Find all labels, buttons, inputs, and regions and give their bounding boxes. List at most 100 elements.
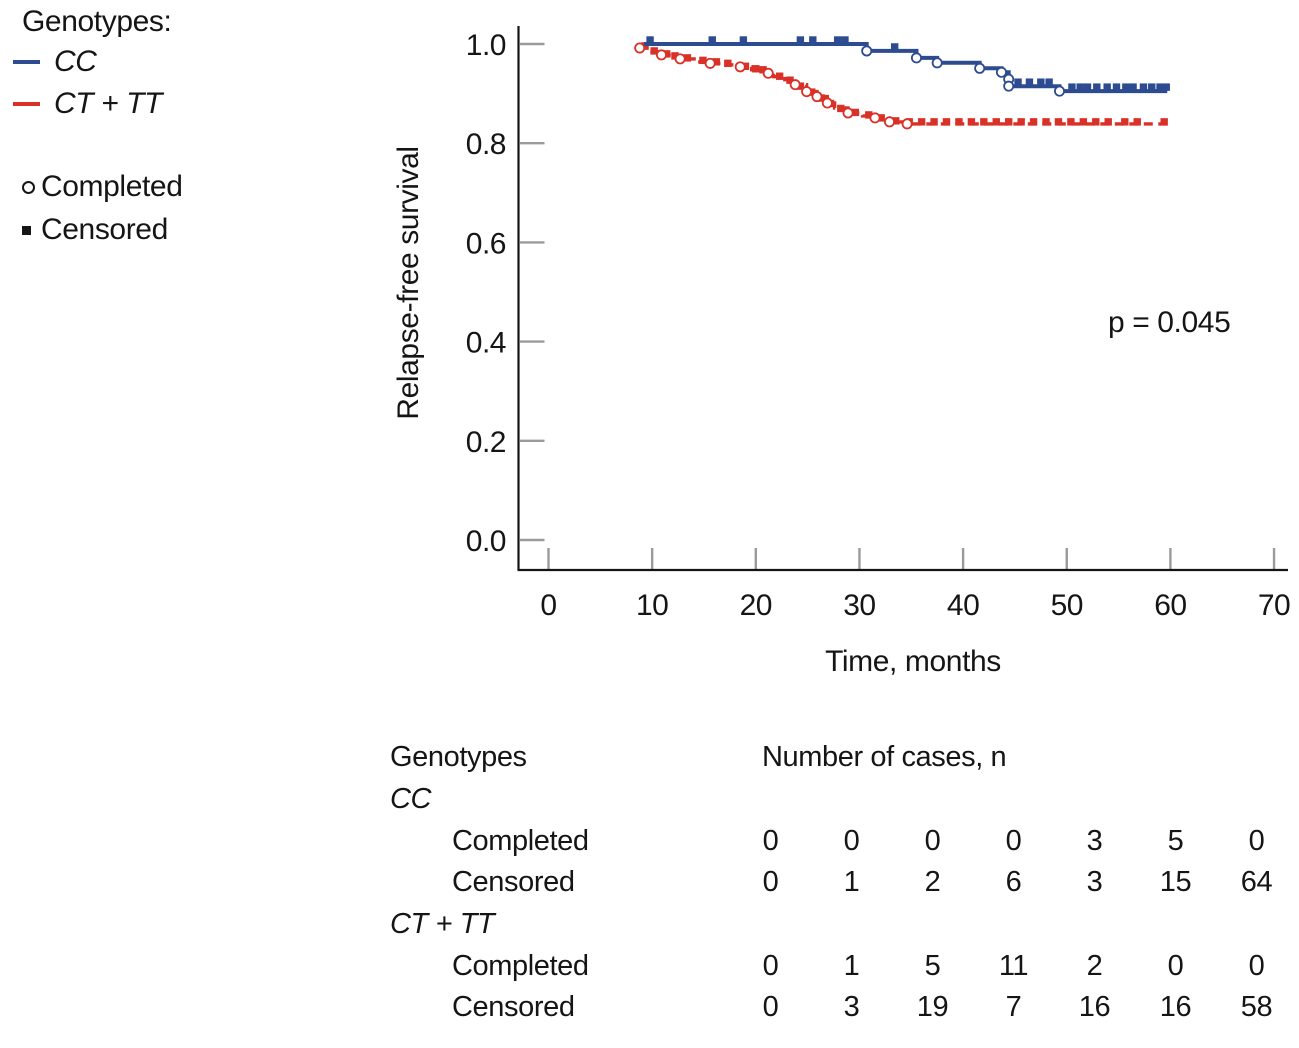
- cell: 1: [843, 949, 860, 982]
- censored-square-icon: [22, 225, 31, 235]
- ct-tt-censored-marker: [1133, 118, 1141, 126]
- ct-tt-completed-marker: [789, 79, 801, 91]
- ct-tt-completed-marker: [842, 107, 854, 119]
- table-row: Censored 0 1 2 6 3 15 64: [390, 862, 1290, 904]
- x-tick-label: 0: [540, 589, 556, 622]
- cell: 0: [1167, 949, 1184, 982]
- cc-censored-marker: [841, 36, 849, 44]
- cc-censored-marker: [1025, 78, 1034, 86]
- y-tick-label: 0.6: [466, 227, 506, 260]
- cell: 3: [1086, 824, 1103, 857]
- ct-tt-censored-marker: [712, 58, 721, 66]
- ct-tt-censored-marker: [650, 47, 658, 55]
- ct-tt-completed-marker: [821, 97, 833, 109]
- ct-tt-censored-marker: [724, 59, 732, 68]
- cc-censored-marker: [1045, 78, 1053, 86]
- y-tick-label: 1.0: [466, 29, 506, 62]
- ct-tt-completed-marker: [811, 91, 823, 103]
- cc-censored-marker: [1156, 83, 1164, 91]
- cell: 1: [843, 866, 860, 899]
- cell: 0: [762, 866, 779, 899]
- row-label: Completed: [452, 824, 589, 857]
- x-axis-title: Time, months: [825, 645, 1001, 678]
- y-tick-label: 0.8: [466, 128, 506, 161]
- legend-item-completed: Completed: [0, 170, 183, 204]
- table-row: Completed 0 1 5 11 2 0 0: [390, 945, 1290, 987]
- ct-tt-completed-marker: [674, 53, 686, 65]
- cc-censored-marker: [1148, 83, 1156, 91]
- ct-tt-censored-marker: [851, 108, 860, 117]
- x-tick-label: 60: [1154, 589, 1186, 622]
- cell: 0: [762, 991, 779, 1024]
- ct-tt-censored-marker: [1160, 118, 1168, 126]
- ct-tt-completed-marker: [734, 61, 746, 73]
- ct-tt-censored-marker: [1067, 118, 1075, 126]
- cc-censored-marker: [1068, 83, 1076, 91]
- ct-tt-censored-marker: [980, 118, 988, 126]
- cell: 5: [1167, 824, 1184, 857]
- group-label-cc: CC: [390, 783, 432, 816]
- cc-completed-marker: [861, 45, 873, 57]
- cc-completed-marker: [974, 62, 986, 74]
- legend-label-censored: Censored: [41, 213, 168, 246]
- x-tick-label: 70: [1258, 589, 1290, 622]
- y-tick-label: 0.4: [466, 327, 506, 360]
- ct-tt-censored-marker: [671, 52, 679, 60]
- cc-censored-marker: [796, 36, 805, 44]
- ct-tt-censored-marker: [877, 114, 885, 122]
- cell: 3: [1086, 866, 1103, 899]
- cell: 7: [1005, 991, 1022, 1024]
- table-row: Completed 0 0 0 0 3 5 0: [390, 820, 1290, 862]
- cell: 19: [916, 991, 949, 1024]
- cc-censored-marker: [1076, 83, 1084, 91]
- cc-censored-marker: [1093, 83, 1101, 91]
- cc-censored-marker: [833, 36, 842, 44]
- table-header-genotypes: Genotypes: [390, 741, 527, 774]
- ct-tt-censored-marker: [683, 54, 692, 62]
- x-tick-label: 50: [1051, 589, 1083, 622]
- ct-tt-censored-marker: [1017, 118, 1025, 126]
- table-row: Censored 0 3 19 7 16 16 58: [390, 987, 1290, 1029]
- ct-tt-censored-marker: [752, 65, 760, 73]
- cell: 58: [1240, 991, 1273, 1024]
- ct-tt-censored-marker: [992, 118, 1000, 126]
- ct-tt-completed-marker: [801, 86, 813, 98]
- cc-completed-marker: [931, 57, 943, 69]
- ct-tt-censored-marker: [759, 66, 767, 74]
- cc-censored-marker: [1014, 78, 1022, 86]
- completed-circle-icon: [22, 180, 35, 194]
- cell: 0: [924, 824, 941, 857]
- cc-completed-marker: [910, 52, 922, 64]
- ct-tt-censored-marker: [1042, 118, 1050, 126]
- legend-label-ct-tt: CT + TT: [54, 87, 163, 120]
- ct-tt-censored-marker: [930, 118, 938, 126]
- ct-tt-censored-marker: [865, 111, 873, 119]
- legend-label-cc: CC: [54, 45, 97, 78]
- cc-completed-marker: [1003, 80, 1015, 92]
- cc-completed-marker: [995, 66, 1007, 78]
- cc-censored-marker: [1139, 83, 1148, 91]
- row-label: Censored: [452, 991, 575, 1024]
- table-group-row-ct-tt: CT + TT: [390, 904, 1290, 946]
- y-tick-label: 0.2: [466, 426, 506, 459]
- cell: 16: [1159, 991, 1192, 1024]
- cc-censored-marker: [1083, 83, 1092, 91]
- legend-title: Genotypes:: [22, 5, 172, 38]
- x-tick-label: 40: [947, 589, 979, 622]
- cell: 0: [762, 949, 779, 982]
- legend-item-ct-tt: CT + TT: [13, 87, 162, 121]
- p-value-annotation: p = 0.045: [1108, 306, 1231, 339]
- cell: 6: [1005, 866, 1022, 899]
- ct-tt-censored-marker: [699, 56, 707, 65]
- ct-tt-censored-marker: [917, 118, 926, 126]
- legend-item-censored: Censored: [0, 213, 168, 247]
- ct-tt-completed-marker: [901, 118, 913, 130]
- legend-item-cc: CC: [13, 45, 97, 79]
- cc-censored-marker: [1103, 83, 1111, 91]
- y-axis-title: Relapse-free survival: [392, 146, 425, 420]
- ct-tt-censored-marker: [1104, 118, 1112, 126]
- ct-tt-completed-marker: [704, 57, 716, 69]
- cell: 5: [924, 949, 941, 982]
- cell: 0: [762, 824, 779, 857]
